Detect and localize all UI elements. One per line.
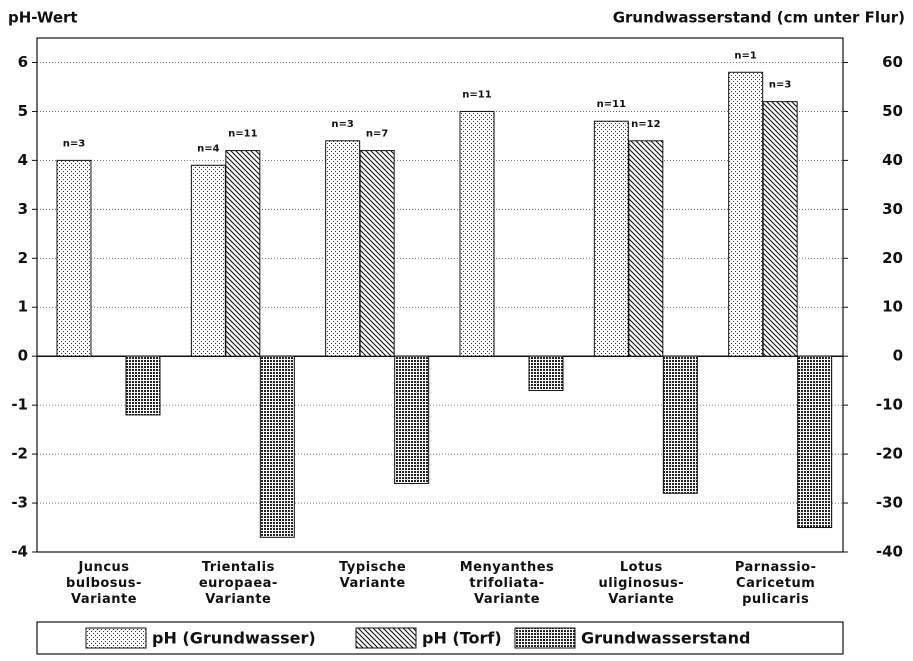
legend-swatch <box>355 627 417 649</box>
bar <box>394 355 430 484</box>
bar <box>762 101 798 357</box>
y2-tick-label: 50 <box>882 102 903 120</box>
y2-tick-label: 60 <box>882 53 903 71</box>
bar <box>125 355 161 416</box>
legend-label: Grundwasserstand <box>581 629 750 648</box>
n-label: n=3 <box>63 138 85 149</box>
n-label: n=1 <box>734 50 756 61</box>
n-label: n=11 <box>228 129 257 140</box>
bar <box>528 355 564 391</box>
bar <box>190 164 226 357</box>
legend-box <box>36 621 844 655</box>
y2-tick-label: 10 <box>882 298 903 316</box>
x-tick-label: Juncus bulbosus- Variante <box>66 560 142 607</box>
y2-tick-label: -10 <box>876 396 903 414</box>
legend-swatch <box>514 627 576 649</box>
y-tick-label: -3 <box>11 494 28 512</box>
bar <box>56 159 92 357</box>
y-tick-label: 1 <box>18 298 28 316</box>
y-axis-label: pH-Wert <box>8 9 78 27</box>
y2-tick-label: 20 <box>882 249 903 267</box>
y2-tick-label: 0 <box>893 347 903 365</box>
y2-tick-label: 40 <box>882 151 903 169</box>
y2-tick-label: -40 <box>876 543 903 561</box>
bar <box>225 150 261 357</box>
y-tick-label: 2 <box>18 249 28 267</box>
bar <box>628 140 664 357</box>
y2-axis-label: Grundwasserstand (cm unter Flur) <box>613 9 905 27</box>
bar <box>259 355 295 538</box>
n-label: n=4 <box>197 143 219 154</box>
x-tick-label: Parnassio- Caricetum pulicaris <box>734 560 817 607</box>
bar <box>593 120 629 357</box>
y-tick-label: 4 <box>18 151 28 169</box>
bar <box>797 355 833 529</box>
y-tick-label: 3 <box>18 200 28 218</box>
n-label: n=7 <box>366 129 388 140</box>
plot-frame <box>36 37 844 553</box>
y-tick-label: -1 <box>11 396 28 414</box>
y-tick-label: 6 <box>18 53 28 71</box>
y-tick-label: 5 <box>18 102 28 120</box>
n-label: n=12 <box>631 119 660 130</box>
bar <box>728 71 764 357</box>
bar <box>325 140 361 357</box>
x-tick-label: Typische Variante <box>339 560 407 591</box>
bar <box>459 110 495 357</box>
x-tick-label: Menyanthes trifoliata- Variante <box>459 560 555 607</box>
bar <box>359 150 395 357</box>
n-label: n=11 <box>462 89 491 100</box>
x-tick-label: Lotus uliginosus- Variante <box>598 560 685 607</box>
y2-tick-label: 30 <box>882 200 903 218</box>
legend-label: pH (Torf) <box>422 629 502 648</box>
bar <box>662 355 698 494</box>
y-tick-label: 0 <box>18 347 28 365</box>
n-label: n=3 <box>331 119 353 130</box>
legend-swatch <box>85 627 147 649</box>
y2-tick-label: -20 <box>876 445 903 463</box>
y-tick-label: -4 <box>11 543 28 561</box>
x-tick-label: Trientalis europaea- Variante <box>198 560 278 607</box>
legend-label: pH (Grundwasser) <box>152 629 316 648</box>
y-tick-label: -2 <box>11 445 28 463</box>
n-label: n=11 <box>597 99 626 110</box>
n-label: n=3 <box>769 80 791 91</box>
y2-tick-label: -30 <box>876 494 903 512</box>
